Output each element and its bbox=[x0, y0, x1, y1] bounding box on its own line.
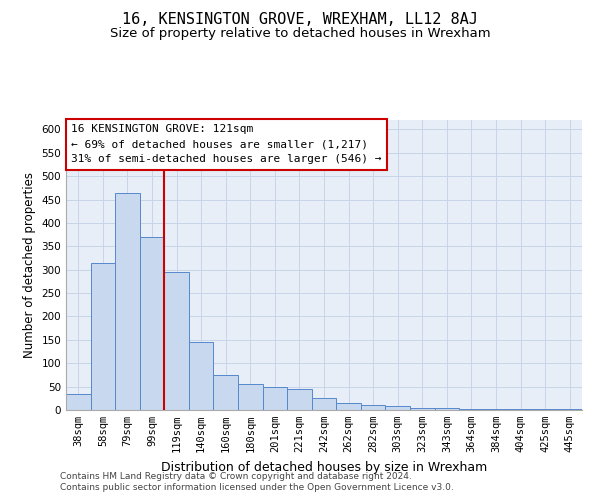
Bar bbox=[361, 406, 385, 410]
Bar bbox=[115, 192, 140, 410]
Bar bbox=[91, 262, 115, 410]
Bar bbox=[508, 408, 533, 410]
Bar bbox=[238, 384, 263, 410]
Bar bbox=[459, 408, 484, 410]
Bar bbox=[336, 403, 361, 410]
Bar bbox=[385, 406, 410, 410]
Bar bbox=[533, 409, 557, 410]
X-axis label: Distribution of detached houses by size in Wrexham: Distribution of detached houses by size … bbox=[161, 460, 487, 473]
Text: Size of property relative to detached houses in Wrexham: Size of property relative to detached ho… bbox=[110, 28, 490, 40]
Y-axis label: Number of detached properties: Number of detached properties bbox=[23, 172, 36, 358]
Bar bbox=[410, 408, 434, 410]
Text: Contains HM Land Registry data © Crown copyright and database right 2024.: Contains HM Land Registry data © Crown c… bbox=[60, 472, 412, 481]
Bar bbox=[189, 342, 214, 410]
Bar bbox=[66, 394, 91, 410]
Bar bbox=[312, 398, 336, 410]
Bar bbox=[140, 237, 164, 410]
Bar bbox=[557, 408, 582, 410]
Text: 16, KENSINGTON GROVE, WREXHAM, LL12 8AJ: 16, KENSINGTON GROVE, WREXHAM, LL12 8AJ bbox=[122, 12, 478, 28]
Bar bbox=[214, 375, 238, 410]
Bar bbox=[263, 386, 287, 410]
Bar bbox=[287, 389, 312, 410]
Bar bbox=[434, 408, 459, 410]
Text: 16 KENSINGTON GROVE: 121sqm
← 69% of detached houses are smaller (1,217)
31% of : 16 KENSINGTON GROVE: 121sqm ← 69% of det… bbox=[71, 124, 382, 164]
Text: Contains public sector information licensed under the Open Government Licence v3: Contains public sector information licen… bbox=[60, 484, 454, 492]
Bar bbox=[164, 272, 189, 410]
Bar bbox=[484, 408, 508, 410]
